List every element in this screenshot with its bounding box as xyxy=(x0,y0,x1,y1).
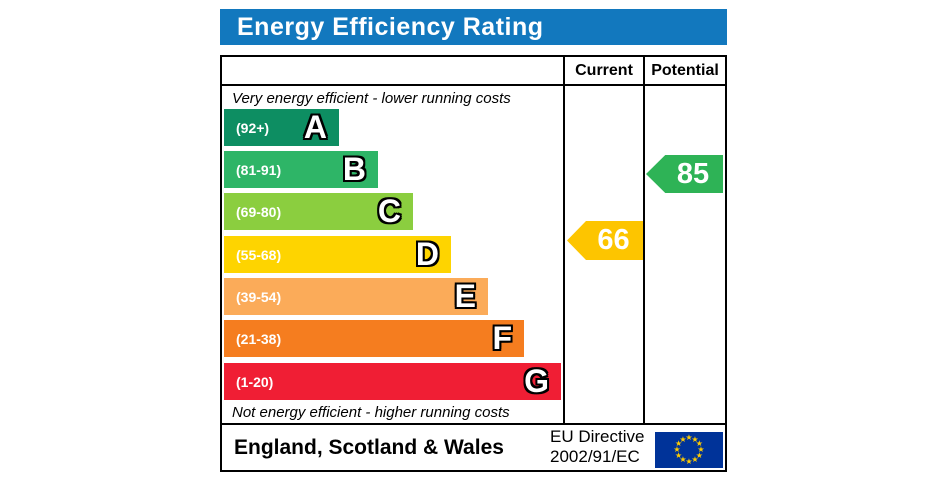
column-header-row xyxy=(222,57,725,86)
eu-flag-icon: ★ ★ ★ ★ ★ ★ ★ ★ ★ ★ ★ ★ xyxy=(655,432,723,468)
band-d: (55-68) D xyxy=(224,236,451,273)
potential-rating-value: 85 xyxy=(676,157,710,190)
eu-flag-star: ★ xyxy=(679,434,687,444)
band-d-letter: D xyxy=(415,235,439,272)
current-rating-arrow: 66 xyxy=(567,221,643,260)
current-column-divider xyxy=(563,57,565,423)
current-rating-value: 66 xyxy=(597,224,630,256)
caption-not-efficient: Not energy efficient - higher running co… xyxy=(232,404,510,421)
eu-flag-star: ★ xyxy=(691,434,699,444)
band-f-range: (21-38) xyxy=(236,330,282,347)
eu-flag-star: ★ xyxy=(695,451,703,460)
band-d-range: (55-68) xyxy=(236,246,282,263)
band-a: (92+) A xyxy=(224,109,339,146)
eu-flag-star: ★ xyxy=(685,433,693,442)
title-bar: Energy Efficiency Rating xyxy=(220,9,727,45)
band-c-range: (69-80) xyxy=(236,203,282,220)
band-f-letter: F xyxy=(492,319,512,356)
current-column-header: Current xyxy=(575,61,633,79)
band-b-range: (81-91) xyxy=(236,161,282,178)
band-b-letter: B xyxy=(342,150,366,187)
eu-flag-star: ★ xyxy=(673,445,681,454)
band-f: (21-38) F xyxy=(224,320,524,357)
band-e-letter: E xyxy=(454,277,476,314)
eu-directive-line1: EU Directive xyxy=(550,427,645,446)
eu-flag-star: ★ xyxy=(685,457,693,466)
rating-chart-box: Current Potential Very energy efficient … xyxy=(220,55,727,425)
potential-column-header: Potential xyxy=(651,61,719,79)
eu-directive-line2: 2002/91/EC xyxy=(550,447,640,466)
band-g: (1-20) G xyxy=(224,363,561,400)
band-e-range: (39-54) xyxy=(236,288,282,305)
footer: England, Scotland & Wales EU Directive 2… xyxy=(220,423,727,472)
eu-flag-star: ★ xyxy=(675,439,683,448)
caption-very-efficient: Very energy efficient - lower running co… xyxy=(232,90,511,107)
eu-flag-star: ★ xyxy=(691,455,699,465)
band-c: (69-80) C xyxy=(224,193,413,230)
band-c-letter: C xyxy=(377,192,401,229)
footer-region-label: England, Scotland & Wales xyxy=(234,435,504,459)
band-g-letter: G xyxy=(524,362,549,399)
eu-directive-label: EU Directive 2002/91/EC xyxy=(550,427,644,467)
band-g-range: (1-20) xyxy=(236,373,274,390)
band-a-letter: A xyxy=(303,108,327,145)
band-e: (39-54) E xyxy=(224,278,488,315)
potential-column-divider xyxy=(643,57,645,423)
eu-flag-star: ★ xyxy=(695,439,703,448)
band-a-range: (92+) xyxy=(236,119,270,136)
band-b: (81-91) B xyxy=(224,151,378,188)
eu-flag-star: ★ xyxy=(675,451,683,460)
eu-flag-star: ★ xyxy=(679,455,687,465)
eu-flag-star: ★ xyxy=(697,445,705,454)
page-title: Energy Efficiency Rating xyxy=(237,12,544,41)
